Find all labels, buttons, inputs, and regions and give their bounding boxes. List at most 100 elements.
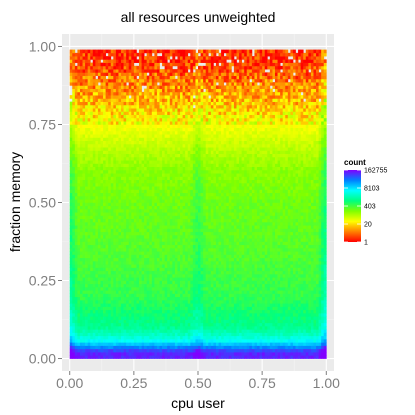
heatmap-cell xyxy=(241,231,245,236)
heatmap-cell xyxy=(313,234,317,239)
heatmap-cell xyxy=(149,277,153,281)
heatmap-cell xyxy=(285,244,289,249)
heatmap-cell xyxy=(241,280,245,285)
heatmap-cell xyxy=(251,312,255,317)
heatmap-cell xyxy=(316,316,319,320)
heatmap-cell xyxy=(167,273,171,278)
heatmap-cell xyxy=(213,342,217,346)
heatmap-cell xyxy=(72,251,76,255)
heatmap-cell xyxy=(267,212,271,216)
heatmap-cell xyxy=(310,218,314,223)
heatmap-cell xyxy=(300,286,304,291)
heatmap-cell xyxy=(180,228,183,233)
heatmap-cell xyxy=(251,212,255,216)
heatmap-cell xyxy=(113,251,117,255)
heatmap-cell xyxy=(316,355,319,359)
heatmap-cell xyxy=(226,303,230,307)
heatmap-cell xyxy=(113,342,117,346)
heatmap-cell xyxy=(159,290,163,294)
heatmap-cell xyxy=(236,260,240,265)
heatmap-cell xyxy=(221,319,225,324)
heatmap-cell xyxy=(264,254,268,259)
heatmap-cell xyxy=(318,303,322,307)
heatmap-cell xyxy=(231,299,235,304)
heatmap-cell xyxy=(144,225,148,229)
heatmap-cell xyxy=(115,215,119,220)
heatmap-cell xyxy=(136,273,140,278)
heatmap-cell xyxy=(187,332,191,337)
heatmap-cell xyxy=(105,202,109,207)
heatmap-cell xyxy=(274,339,278,343)
heatmap-cell xyxy=(195,260,199,265)
heatmap-cell xyxy=(82,228,86,233)
heatmap-cell xyxy=(254,355,258,359)
heatmap-cell xyxy=(290,202,294,207)
heatmap-cell xyxy=(149,205,153,210)
heatmap-cell xyxy=(72,264,76,268)
heatmap-cell xyxy=(223,195,227,200)
heatmap-cell xyxy=(182,202,186,207)
heatmap-cell xyxy=(295,212,299,216)
heatmap-cell xyxy=(151,238,155,242)
heatmap-cell xyxy=(233,231,237,236)
heatmap-cell xyxy=(113,257,117,262)
heatmap-cell xyxy=(262,309,266,314)
heatmap-cell xyxy=(180,205,183,210)
heatmap-cell xyxy=(318,208,322,213)
heatmap-cell xyxy=(108,205,112,210)
heatmap-cell xyxy=(154,260,158,265)
heatmap-cell xyxy=(205,205,209,210)
heatmap-cell xyxy=(292,234,296,239)
heatmap-cell xyxy=(287,322,291,327)
heatmap-cell xyxy=(180,316,183,320)
heatmap-cell xyxy=(254,218,258,223)
heatmap-cell xyxy=(87,260,91,265)
heatmap-cell xyxy=(74,244,78,249)
heatmap-cell xyxy=(174,257,178,262)
heatmap-cell xyxy=(90,306,94,311)
heatmap-cell xyxy=(87,348,91,353)
heatmap-cell xyxy=(257,270,260,275)
heatmap-cell xyxy=(167,215,171,220)
heatmap-cell xyxy=(313,306,317,311)
heatmap-cell xyxy=(149,290,153,294)
heatmap-cell xyxy=(316,303,319,307)
heatmap-cell xyxy=(215,319,219,324)
heatmap-cell xyxy=(231,329,235,333)
heatmap-cell xyxy=(72,225,76,229)
heatmap-cell xyxy=(274,290,278,294)
heatmap-cell xyxy=(192,339,196,343)
heatmap-cell xyxy=(218,212,222,216)
heatmap-cell xyxy=(233,293,237,298)
heatmap-cell xyxy=(97,319,101,324)
heatmap-cell xyxy=(136,267,140,272)
heatmap-cell xyxy=(108,293,112,298)
heatmap-cell xyxy=(113,355,117,359)
heatmap-cell xyxy=(318,293,322,298)
heatmap-cell xyxy=(205,299,209,304)
heatmap-cell xyxy=(316,352,319,356)
heatmap-cell xyxy=(69,309,73,314)
heatmap-cell xyxy=(192,348,196,353)
heatmap-cell xyxy=(313,241,317,246)
heatmap-cell xyxy=(226,199,230,203)
heatmap-cell xyxy=(316,280,319,285)
heatmap-cell xyxy=(105,322,109,327)
heatmap-cell xyxy=(203,221,207,226)
heatmap-cell xyxy=(269,319,273,324)
heatmap-cell xyxy=(136,283,140,288)
heatmap-cell xyxy=(177,335,181,340)
heatmap-cell xyxy=(290,306,294,311)
heatmap-cell xyxy=(92,280,96,285)
heatmap-cell xyxy=(231,273,235,278)
heatmap-cell xyxy=(164,221,168,226)
heatmap-cell xyxy=(313,290,317,294)
heatmap-cell xyxy=(151,267,155,272)
heatmap-cell xyxy=(172,322,176,327)
heatmap-cell xyxy=(233,251,237,255)
heatmap-cell xyxy=(239,280,242,285)
heatmap-cell xyxy=(228,234,232,239)
heatmap-cell xyxy=(303,273,307,278)
heatmap-cell xyxy=(185,293,189,298)
heatmap-cell xyxy=(164,339,168,343)
